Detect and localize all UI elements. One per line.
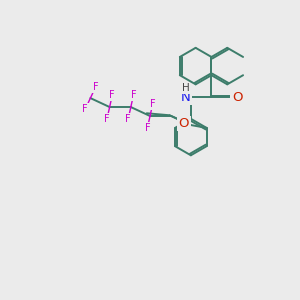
Text: F: F [145,123,150,133]
Text: N: N [181,91,190,104]
Text: H: H [182,83,189,93]
Text: O: O [232,91,242,104]
Text: O: O [179,117,189,130]
Text: F: F [131,90,136,100]
Text: F: F [93,82,98,92]
Text: F: F [110,90,115,100]
Text: F: F [104,114,110,124]
Text: F: F [125,114,131,124]
Text: F: F [150,99,155,109]
Text: F: F [82,104,88,114]
